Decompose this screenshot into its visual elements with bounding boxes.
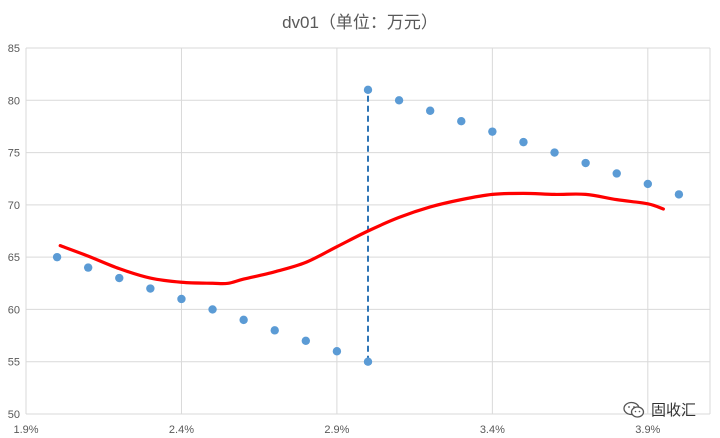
scatter-point: [177, 294, 186, 304]
scatter-point: [363, 357, 373, 366]
tick-labels: 50 55 60 65 70 75 80 85 1.9% 2.4% 2.9% 3.4% 3.9%: [8, 43, 661, 436]
scatter-point: [239, 315, 248, 325]
scatter-point: [519, 137, 528, 147]
y-tick-label: 85: [8, 43, 20, 55]
y-tick-label: 80: [8, 95, 20, 107]
x-tick-label: 1.9%: [13, 424, 38, 436]
red-curve-line: [58, 191, 665, 286]
scatter-point: [332, 347, 342, 356]
scatter-point: [612, 169, 621, 178]
scatter-point: [208, 305, 217, 314]
scatter-point: [270, 326, 279, 335]
curve-layer: [58, 191, 665, 286]
scatter-point: [550, 148, 559, 157]
y-tick-label: 65: [8, 252, 20, 264]
watermark-text: 固收汇: [650, 402, 696, 419]
scatter-point: [146, 284, 155, 293]
scatter-point: [581, 158, 590, 168]
y-tick-label: 55: [8, 357, 20, 369]
y-tick-label: 70: [8, 200, 20, 212]
scatter-point: [52, 252, 62, 262]
y-tick-label: 75: [8, 148, 20, 160]
watermark: 固收汇: [623, 399, 696, 420]
x-tick-label: 3.4%: [480, 424, 505, 436]
x-tick-label: 3.9%: [635, 424, 660, 436]
scatter-point: [83, 263, 93, 272]
scatter-point: [643, 179, 653, 189]
chart-title: dv01（单位：万元）: [282, 13, 438, 32]
x-tick-label: 2.4%: [169, 424, 194, 436]
scatter-point: [674, 190, 684, 199]
scatter-point: [301, 336, 311, 345]
wechat-icon: [623, 401, 645, 418]
scatter-point: [425, 106, 435, 115]
points-layer: [52, 85, 684, 366]
y-tick-label: 50: [8, 409, 20, 421]
scatter-point: [115, 273, 124, 283]
scatter-point: [363, 85, 373, 95]
scatter-point: [394, 96, 404, 105]
y-tick-label: 60: [8, 304, 20, 316]
scatter-point: [488, 127, 497, 136]
x-tick-label: 2.9%: [324, 424, 349, 436]
scatter-point: [457, 117, 466, 126]
